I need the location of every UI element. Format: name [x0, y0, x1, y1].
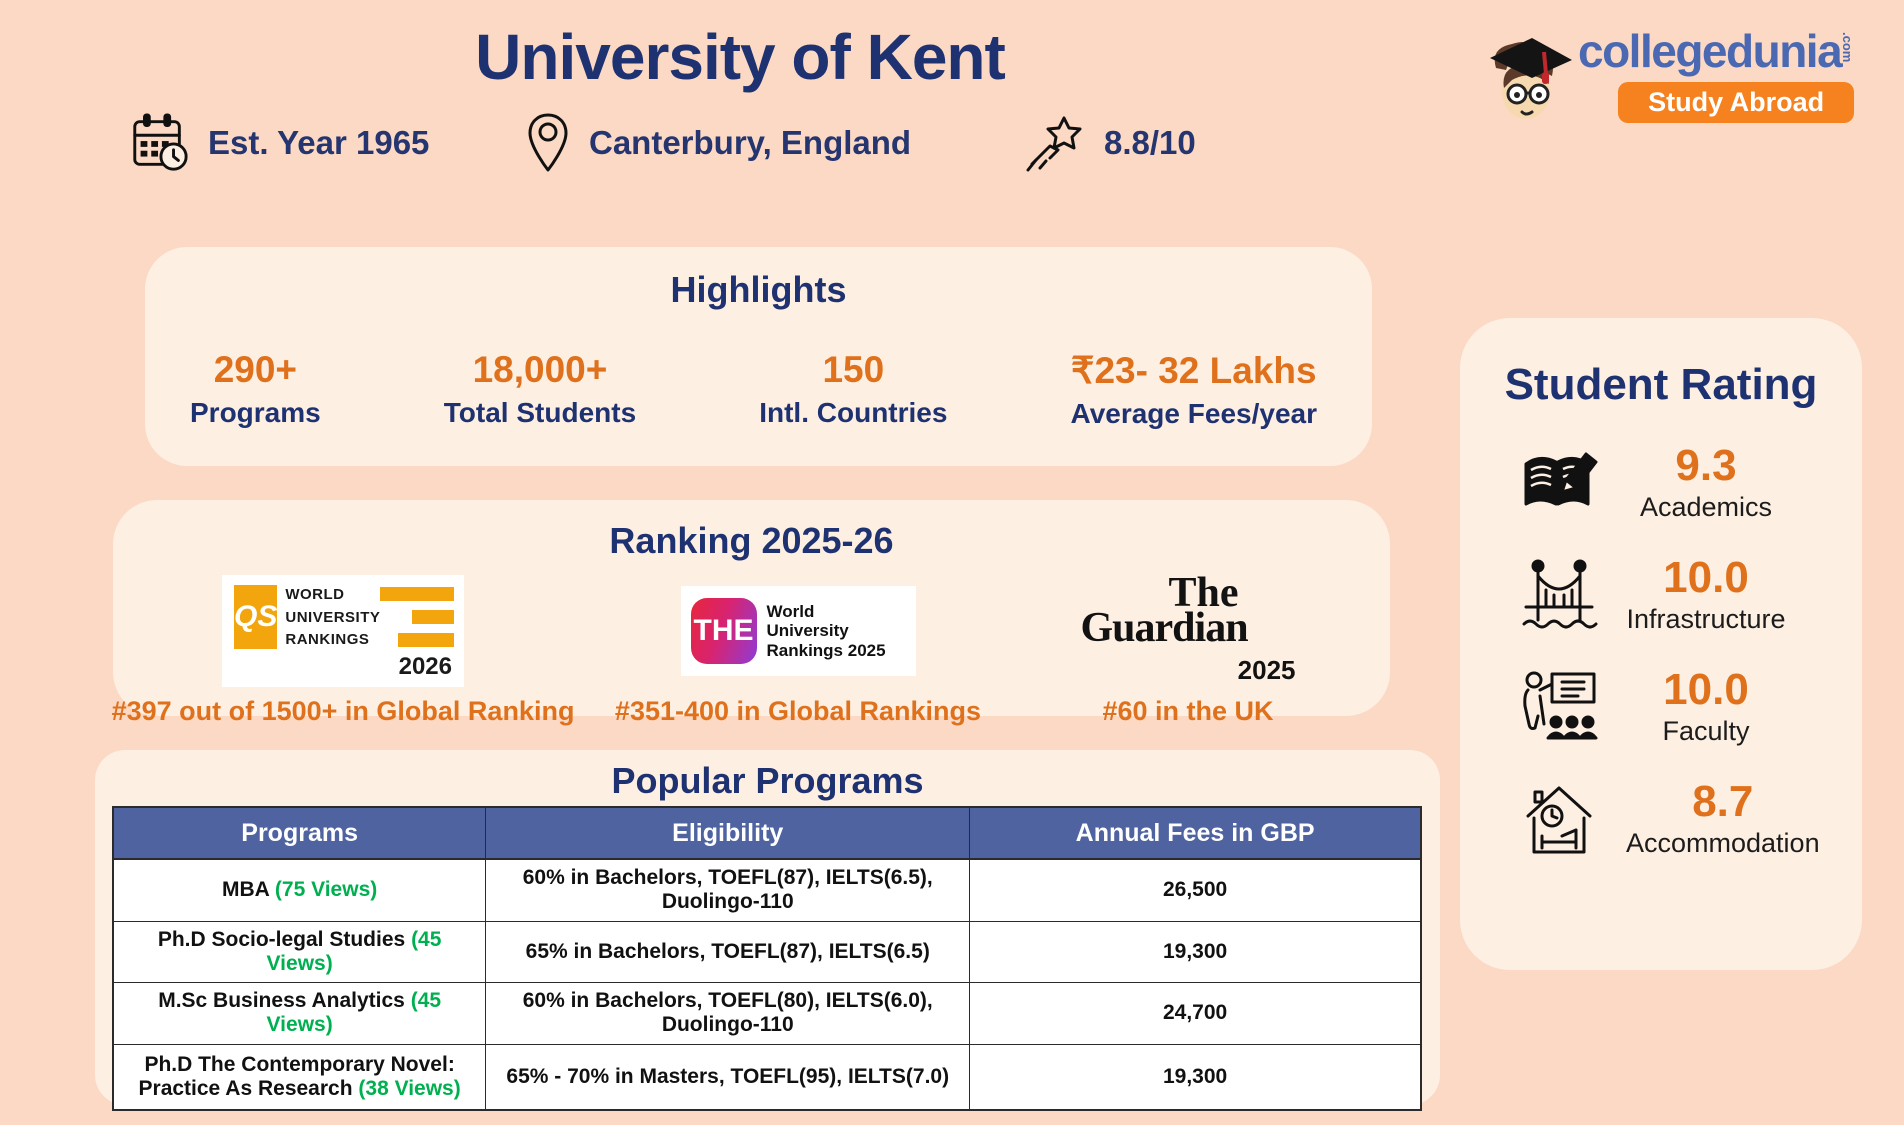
stat-intl-countries: 150 Intl. Countries [759, 349, 948, 428]
rating-faculty: 10.0 Faculty [1518, 666, 1862, 748]
established-year-label: Est. Year 1965 [208, 124, 430, 161]
table-row: Ph.D The Contemporary Novel: Practice As… [112, 1043, 1422, 1111]
guardian-logo: The Guardian 2025 [1080, 570, 1296, 685]
column-eligibility: Eligibility [485, 806, 971, 860]
star-rating-icon [1026, 116, 1082, 172]
ranking-items: QS WORLD UNIVERSITY RANKINGS 2026 #397 o… [111, 570, 1390, 727]
views-count: (45 Views) [266, 989, 442, 1036]
infrastructure-bridge-icon [1522, 559, 1598, 629]
calendar-icon [133, 113, 188, 171]
study-abroad-badge: Study Abroad [1618, 82, 1855, 123]
qs-rank-caption: #397 out of 1500+ in Global Ranking [111, 696, 575, 726]
location-pin-icon [528, 113, 568, 172]
overall-score-label: 8.8/10 [1104, 124, 1196, 161]
stat-average-fees: ₹23- 32 Lakhs Average Fees/year [1070, 350, 1317, 429]
views-count: (75 Views) [274, 878, 378, 902]
ranking-card: Ranking 2025-26 QS WORLD UNIVERSITY RANK… [112, 500, 1390, 726]
ranking-item-guardian: The Guardian 2025 #60 in the UK [1023, 570, 1353, 727]
views-count: (38 Views) [358, 1076, 461, 1100]
student-rating-card: Student Rating 9.3 Academics [1460, 318, 1862, 970]
table-row: Ph.D Socio-legal Studies (45 Views) 65% … [112, 920, 1422, 983]
rating-academics: 9.3 Academics [1518, 442, 1862, 524]
highlights-stats: 290+ Programs 18,000+ Total Students 150… [145, 311, 1372, 430]
brand-name: collegedunia [1578, 25, 1843, 77]
table-header-row: Programs Eligibility Annual Fees in GBP [112, 806, 1422, 860]
stat-total-students: 18,000+ Total Students [443, 349, 637, 428]
brand-tld: .com [1840, 32, 1856, 63]
qs-bars-decoration [380, 585, 455, 649]
column-annual-fees: Annual Fees in GBP [969, 806, 1422, 860]
ranking-item-qs: QS WORLD UNIVERSITY RANKINGS 2026 #397 o… [111, 570, 575, 727]
popular-programs-title: Popular Programs [611, 760, 924, 801]
overall-score: 8.8/10 [1020, 112, 1196, 174]
the-rankings-logo: THE World University Rankings 2025 [680, 586, 916, 676]
stat-programs: 290+ Programs [190, 349, 321, 428]
highlights-card: Highlights 290+ Programs 18,000+ Total S… [145, 247, 1372, 466]
the-rank-caption: #351-400 in Global Rankings [614, 696, 982, 726]
faculty-presenter-icon [1523, 671, 1598, 740]
guardian-rank-caption: #60 in the UK [1102, 696, 1274, 726]
programs-table: Programs Eligibility Annual Fees in GBP … [112, 806, 1422, 1111]
ranking-item-the: THE World University Rankings 2025 #351-… [573, 570, 1023, 727]
collegedunia-mascot-icon [1490, 38, 1572, 119]
ranking-title: Ranking 2025-26 [609, 520, 894, 561]
highlights-title: Highlights [670, 269, 847, 310]
collegedunia-logo: collegedunia .com Study Abroad [1482, 28, 1872, 134]
established-year: Est. Year 1965 [128, 112, 429, 174]
views-count: (45 Views) [266, 927, 442, 975]
accommodation-house-icon [1526, 786, 1592, 854]
academics-book-icon [1524, 452, 1598, 506]
page-title: University of Kent [475, 21, 1006, 93]
rating-accommodation: 8.7 Accommodation [1518, 778, 1862, 860]
table-row: MBA (75 Views) 60% in Bachelors, TOEFL(8… [112, 858, 1422, 922]
location: Canterbury, England [525, 112, 911, 174]
rating-infrastructure: 10.0 Infrastructure [1518, 554, 1862, 636]
student-rating-title: Student Rating [1504, 360, 1818, 409]
table-row: M.Sc Business Analytics (45 Views) 60% i… [112, 981, 1422, 1045]
location-label: Canterbury, England [589, 124, 912, 161]
column-programs: Programs [112, 806, 487, 860]
popular-programs-card: Popular Programs Programs Eligibility An… [95, 750, 1440, 1111]
qs-rankings-logo: QS WORLD UNIVERSITY RANKINGS 2026 [222, 575, 464, 687]
